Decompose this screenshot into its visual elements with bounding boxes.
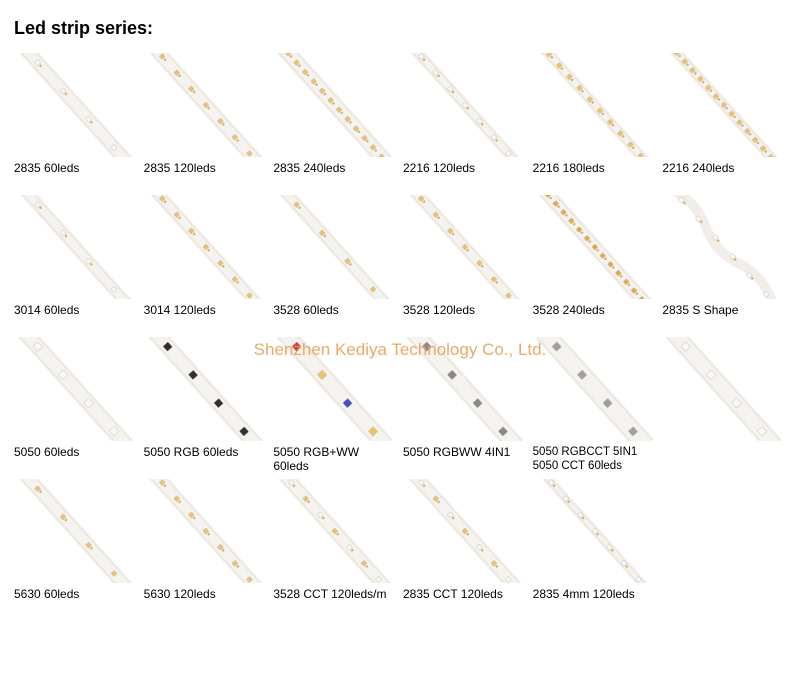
product-cell: 3014 60leds xyxy=(14,195,138,333)
product-thumb xyxy=(14,53,138,157)
product-thumb xyxy=(144,195,268,299)
product-cell: 3528 60leds xyxy=(273,195,397,333)
product-cell: 5050 60leds xyxy=(14,337,138,475)
product-label: 5050 RGBWW 4IN1 xyxy=(403,445,527,475)
product-cell: 5050 RGBWW 4IN1 xyxy=(403,337,527,475)
product-thumb xyxy=(403,53,527,157)
product-label: 5630 60leds xyxy=(14,587,138,617)
products-grid: 2835 60leds 2835 120leds 2835 240leds xyxy=(14,53,786,617)
product-cell: 2835 S Shape xyxy=(662,195,786,333)
product-cell: 2216 120leds xyxy=(403,53,527,191)
product-label: 2835 240leds xyxy=(273,161,397,191)
product-label: 2216 120leds xyxy=(403,161,527,191)
product-label: 2835 CCT 120leds xyxy=(403,587,527,617)
product-thumb xyxy=(14,337,138,441)
product-label: 3528 CCT 120leds/m xyxy=(273,587,397,617)
product-label: 5050 60leds xyxy=(14,445,138,475)
product-cell: 3528 120leds xyxy=(403,195,527,333)
product-thumb xyxy=(14,479,138,583)
product-thumb xyxy=(533,195,657,299)
product-label: 2835 60leds xyxy=(14,161,138,191)
product-cell: 5050 RGB 60leds xyxy=(144,337,268,475)
product-thumb xyxy=(14,195,138,299)
product-cell: 2835 4mm 120leds xyxy=(533,479,657,617)
product-label: 2835 4mm 120leds xyxy=(533,587,657,617)
product-thumb xyxy=(273,337,397,441)
product-thumb xyxy=(144,337,268,441)
product-cell: 2835 240leds xyxy=(273,53,397,191)
product-thumb xyxy=(273,195,397,299)
product-thumb xyxy=(403,479,527,583)
product-thumb xyxy=(662,337,786,441)
product-cell: 5630 60leds xyxy=(14,479,138,617)
product-thumb xyxy=(273,53,397,157)
product-label: 2216 240leds xyxy=(662,161,786,191)
product-thumb xyxy=(533,337,657,441)
product-cell: 3528 CCT 120leds/m xyxy=(273,479,397,617)
product-cell: 3528 240leds xyxy=(533,195,657,333)
product-label: 3528 120leds xyxy=(403,303,527,333)
page-title: Led strip series: xyxy=(14,18,786,39)
product-cell: 5630 120leds xyxy=(144,479,268,617)
product-label: 5050 RGBCCT 5IN1 5050 CCT 60leds xyxy=(533,445,657,475)
product-cell: 3014 120leds xyxy=(144,195,268,333)
product-cell: 2835 60leds xyxy=(14,53,138,191)
product-label: 2835 S Shape xyxy=(662,303,786,333)
product-thumb xyxy=(662,195,786,299)
product-thumb xyxy=(662,53,786,157)
product-thumb xyxy=(533,53,657,157)
product-label: 3014 60leds xyxy=(14,303,138,333)
product-cell: 2835 CCT 120leds xyxy=(403,479,527,617)
product-label: 3014 120leds xyxy=(144,303,268,333)
product-thumb xyxy=(403,195,527,299)
product-thumb xyxy=(403,337,527,441)
product-thumb xyxy=(144,53,268,157)
product-cell: 5050 RGB+WW 60leds xyxy=(273,337,397,475)
product-thumb xyxy=(533,479,657,583)
product-label: 5630 120leds xyxy=(144,587,268,617)
product-cell xyxy=(662,337,786,475)
product-label: 2835 120leds xyxy=(144,161,268,191)
product-label: 3528 60leds xyxy=(273,303,397,333)
product-thumb xyxy=(144,479,268,583)
product-label: 5050 RGB 60leds xyxy=(144,445,268,475)
product-label: 5050 RGB+WW 60leds xyxy=(273,445,397,475)
product-cell: 2216 240leds xyxy=(662,53,786,191)
product-cell: 5050 RGBCCT 5IN1 5050 CCT 60leds xyxy=(533,337,657,475)
product-label xyxy=(662,445,786,475)
product-label: 2216 180leds xyxy=(533,161,657,191)
product-cell: 2835 120leds xyxy=(144,53,268,191)
product-cell: 2216 180leds xyxy=(533,53,657,191)
product-label: 3528 240leds xyxy=(533,303,657,333)
product-thumb xyxy=(273,479,397,583)
